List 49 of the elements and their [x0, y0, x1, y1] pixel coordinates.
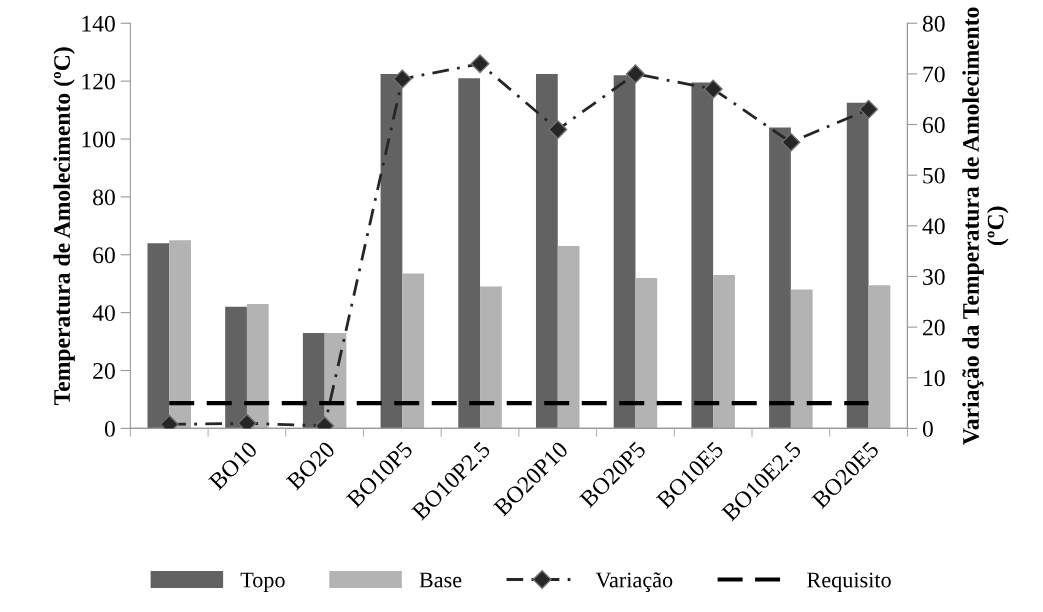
y-tick-label: 120	[82, 73, 115, 90]
y2-tick-label: 30	[923, 268, 945, 285]
bar	[535, 73, 558, 429]
bar	[458, 78, 481, 429]
point	[548, 120, 568, 140]
bar	[846, 102, 869, 429]
bar	[169, 240, 191, 429]
point	[470, 54, 490, 74]
y2-tick-label: 80	[922, 15, 945, 32]
y-tick-label: 40	[92, 305, 115, 322]
point	[859, 99, 879, 119]
y-tick-label: 80	[93, 189, 115, 206]
y-tick-label: 0	[104, 420, 115, 437]
bar	[613, 75, 636, 429]
legend-label: Base	[419, 572, 462, 588]
point	[392, 69, 412, 89]
y2-tick-label: 50	[923, 167, 945, 184]
bar	[246, 303, 269, 429]
bar	[480, 286, 502, 429]
bar	[635, 277, 658, 429]
bar	[713, 275, 735, 429]
legend-label: Requisito	[807, 572, 891, 592]
y2-tick-label: 60	[923, 117, 945, 133]
bar	[868, 285, 891, 429]
point	[703, 79, 723, 99]
y2-axis-title: Variação da Temperatura de Amolecimento (ºC)	[962, 7, 1009, 445]
bar	[402, 273, 425, 429]
bar	[302, 332, 325, 429]
legend-label: Variação	[595, 572, 673, 592]
bar	[225, 306, 247, 429]
y-tick-label: 140	[82, 15, 115, 32]
legend-label: Topo	[240, 572, 285, 592]
y2-tick-label: 20	[923, 319, 945, 336]
y-tick-label: 100	[82, 131, 115, 148]
y2-tick-label: 70	[923, 66, 945, 83]
y2-tick-label: 0	[922, 420, 933, 437]
bar	[147, 243, 170, 429]
bar	[769, 127, 791, 429]
bar	[790, 289, 813, 429]
y-tick-label: 60	[93, 247, 115, 264]
y2-tick-label: 10	[924, 370, 945, 387]
bar	[557, 246, 580, 429]
point	[625, 64, 645, 84]
y2-tick-label: 40	[922, 218, 945, 235]
point	[781, 132, 801, 152]
y-axis-title: Temperatura de Amolecimento (ºC)	[53, 47, 75, 405]
y-tick-label: 20	[93, 363, 115, 379]
bar	[380, 73, 403, 429]
bar	[691, 82, 714, 429]
